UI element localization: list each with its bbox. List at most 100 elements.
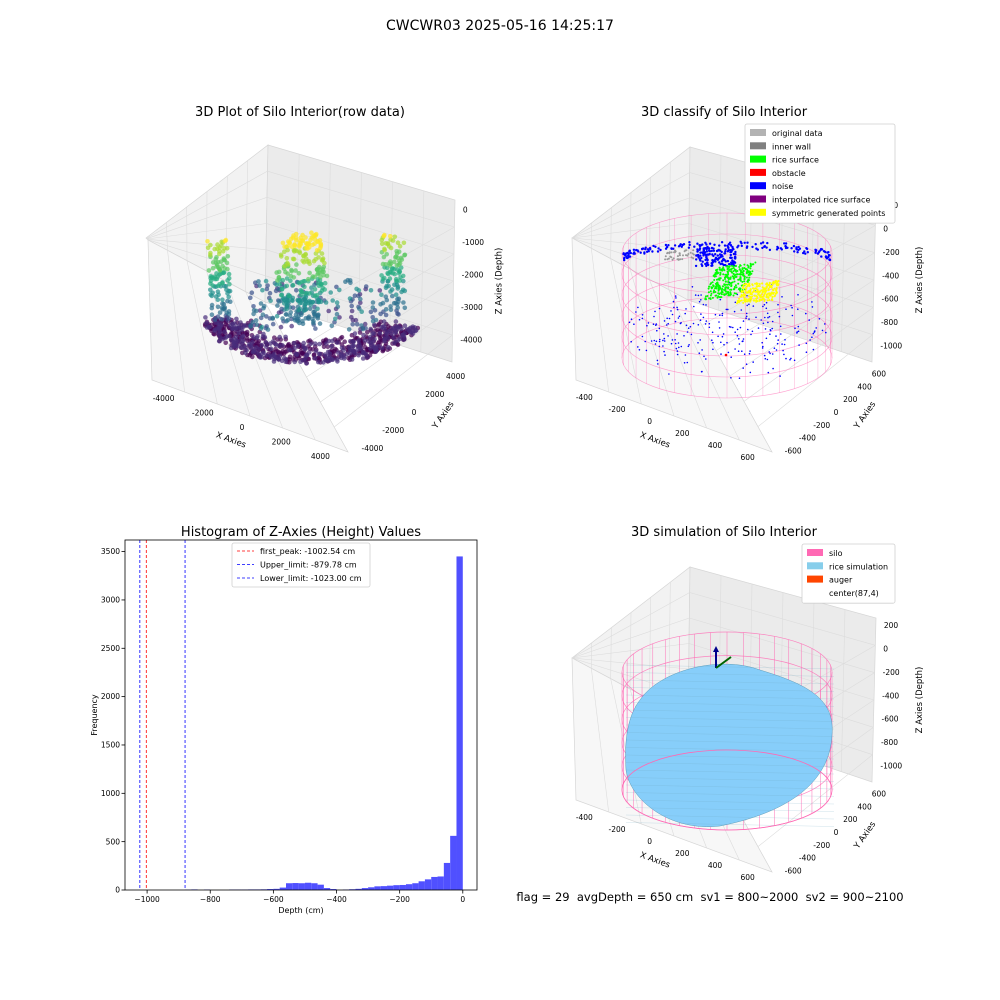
histogram-bar [380, 886, 388, 890]
noise-point [680, 245, 683, 248]
noise-point [649, 248, 652, 251]
noise-point [699, 254, 702, 257]
noise-point [714, 256, 718, 259]
histogram-bar [456, 556, 463, 890]
symmetric-point [741, 294, 744, 297]
data-point [356, 338, 361, 343]
z-tick-label: 0 [883, 224, 888, 233]
data-point [280, 286, 285, 292]
data-point [334, 284, 339, 290]
symmetric-point [769, 294, 772, 297]
data-point [316, 355, 322, 360]
noise-point [692, 322, 695, 325]
noise-point [652, 323, 655, 326]
rice-surface-point [732, 270, 735, 273]
rice-surface-point [734, 268, 737, 271]
data-point [350, 317, 356, 323]
symmetric-point [753, 294, 756, 297]
data-point [337, 315, 342, 320]
data-point [286, 347, 292, 353]
rice-mesh-line [625, 792, 835, 797]
histogram-bar [450, 835, 457, 890]
rice-mesh-line [625, 687, 835, 692]
y-axis-label: Y Axies [852, 399, 879, 431]
noise-point [707, 263, 710, 267]
data-point [285, 317, 291, 323]
data-point [334, 300, 340, 305]
noise-point [777, 311, 779, 314]
z-axis-label: Z Axies (Depth) [915, 247, 925, 314]
rice-surface-point [739, 264, 742, 267]
noise-point [742, 340, 744, 342]
rice-surface-point [738, 273, 741, 276]
y-tick-label: -200 [813, 421, 830, 430]
noise-point [714, 253, 717, 256]
data-point [306, 276, 311, 282]
z-tick-label: 200 [884, 621, 899, 630]
data-point [262, 334, 268, 340]
noise-point [733, 310, 736, 313]
noise-point [705, 250, 709, 253]
data-point [315, 306, 320, 312]
rice-surface-point [741, 273, 744, 276]
noise-point [698, 300, 701, 303]
z-tick-label: 0 [883, 644, 888, 653]
z-tick-label: 0 [463, 206, 468, 215]
noise-point [697, 342, 699, 344]
noise-point [727, 351, 730, 354]
data-point [362, 338, 368, 343]
data-point [244, 332, 250, 338]
data-point [388, 307, 394, 313]
rice-mesh-line [625, 822, 835, 827]
symmetric-point [752, 287, 754, 290]
histogram-bar [286, 883, 293, 890]
rice-surface-point [729, 291, 732, 294]
symmetric-point [748, 285, 751, 287]
symmetric-point [773, 287, 776, 290]
noise-point [707, 253, 710, 256]
rice-surface-point [737, 282, 740, 285]
noise-point [797, 330, 800, 333]
noise-point [771, 327, 773, 330]
chart-title: 3D Plot of Silo Interior(row data) [195, 105, 405, 120]
histogram-bar [374, 886, 381, 890]
noise-point [706, 258, 709, 262]
noise-point [730, 356, 732, 359]
data-point [390, 266, 395, 271]
symmetric-point [760, 289, 763, 292]
y-tick-label: -400 [799, 434, 816, 443]
data-point [280, 316, 285, 321]
data-point [379, 241, 385, 247]
noise-point [663, 340, 666, 342]
data-point [324, 341, 329, 346]
noise-point [687, 345, 690, 348]
noise-point [637, 306, 639, 309]
rice-surface-point [725, 286, 728, 289]
noise-point [688, 241, 691, 244]
noise-point [705, 358, 707, 360]
rice-surface-point [733, 286, 736, 288]
noise-point [766, 312, 769, 315]
noise-point [672, 300, 675, 303]
noise-point [761, 241, 765, 244]
legend-swatch [750, 182, 766, 190]
rice-surface-point [705, 298, 708, 301]
x-tick-label: 0 [460, 895, 465, 904]
silo-wire-ring [621, 749, 833, 831]
noise-point [678, 315, 681, 318]
data-point [383, 307, 389, 312]
noise-point [658, 340, 661, 343]
data-point [307, 270, 312, 276]
rice-surface-point [747, 278, 750, 281]
noise-point [641, 317, 644, 320]
grid-line [186, 260, 218, 405]
noise-point [694, 294, 697, 296]
noise-point [720, 241, 724, 244]
noise-point [742, 338, 745, 340]
noise-point [663, 337, 666, 340]
data-point [243, 350, 248, 356]
data-point [228, 323, 233, 329]
data-point [210, 260, 216, 265]
noise-point [734, 331, 736, 334]
noise-point [783, 242, 786, 245]
